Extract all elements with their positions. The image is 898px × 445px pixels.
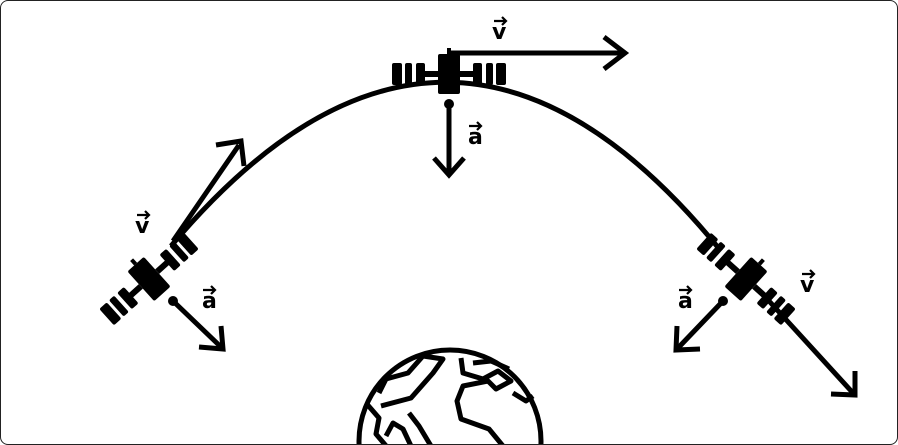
acceleration-label-left: a	[202, 289, 217, 314]
acceleration-label-right: a	[678, 289, 693, 314]
velocity-arrow-right	[767, 299, 855, 395]
velocity-label-top: v	[492, 20, 507, 45]
satellite-top: v a	[392, 16, 630, 179]
satellite-left: v a	[89, 138, 247, 352]
velocity-label-left: v	[135, 214, 150, 239]
earth-icon	[356, 347, 544, 444]
acceleration-label-top: a	[468, 125, 483, 150]
acceleration-arrow-left	[171, 299, 223, 349]
acceleration-arrow-right	[676, 299, 725, 350]
velocity-arrow-left	[170, 143, 242, 243]
velocity-label-right: v	[800, 273, 815, 298]
satellite-right: v a	[673, 221, 858, 398]
